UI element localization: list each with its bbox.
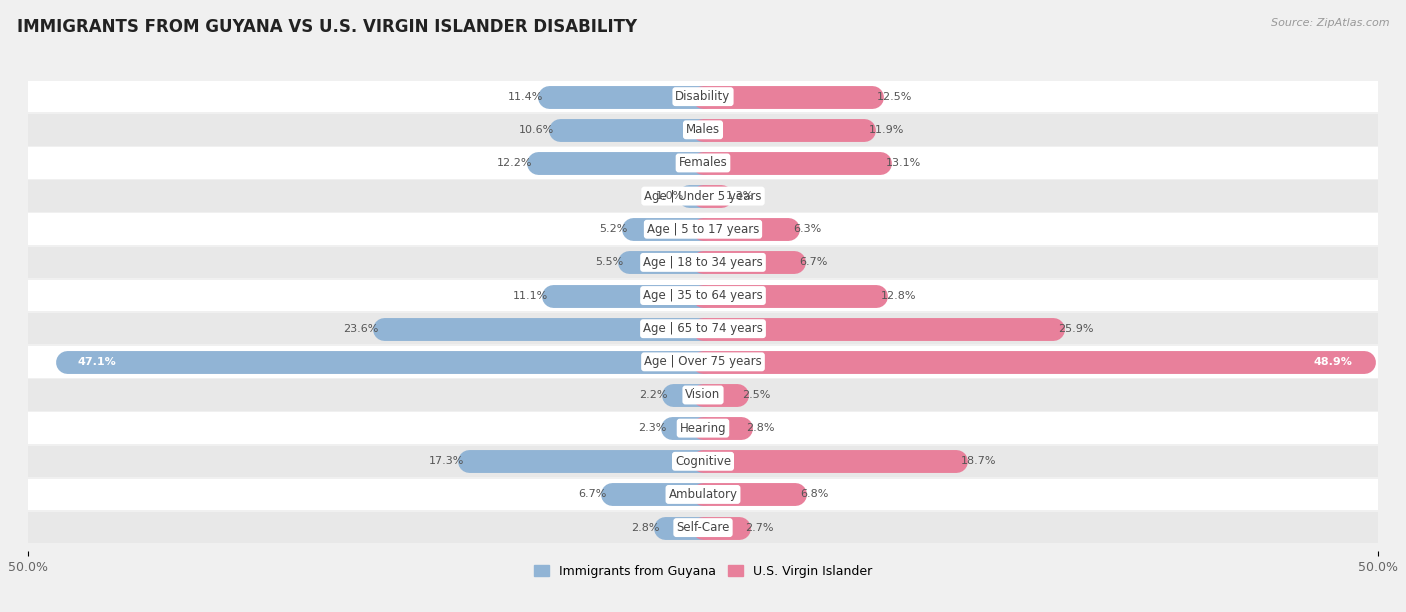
Bar <box>28 512 1378 543</box>
Text: 47.1%: 47.1% <box>77 357 117 367</box>
Legend: Immigrants from Guyana, U.S. Virgin Islander: Immigrants from Guyana, U.S. Virgin Isla… <box>529 560 877 583</box>
Bar <box>28 247 1378 278</box>
Bar <box>28 81 1378 113</box>
Text: 1.0%: 1.0% <box>655 191 685 201</box>
Text: 2.7%: 2.7% <box>745 523 773 532</box>
Text: 2.8%: 2.8% <box>631 523 659 532</box>
Bar <box>28 114 1378 146</box>
Bar <box>28 147 1378 179</box>
Bar <box>28 313 1378 345</box>
Text: 5.5%: 5.5% <box>595 258 623 267</box>
Text: 1.3%: 1.3% <box>725 191 754 201</box>
Text: 13.1%: 13.1% <box>886 158 921 168</box>
Text: 48.9%: 48.9% <box>1313 357 1353 367</box>
Text: 10.6%: 10.6% <box>519 125 554 135</box>
Text: 6.8%: 6.8% <box>800 490 828 499</box>
Text: 12.2%: 12.2% <box>498 158 533 168</box>
Text: Disability: Disability <box>675 90 731 103</box>
Text: Age | 65 to 74 years: Age | 65 to 74 years <box>643 322 763 335</box>
Bar <box>28 280 1378 312</box>
Bar <box>28 346 1378 378</box>
Text: 6.7%: 6.7% <box>799 258 827 267</box>
Text: Age | 5 to 17 years: Age | 5 to 17 years <box>647 223 759 236</box>
Text: 25.9%: 25.9% <box>1059 324 1094 334</box>
Text: 23.6%: 23.6% <box>343 324 378 334</box>
Text: Age | Under 5 years: Age | Under 5 years <box>644 190 762 203</box>
Text: Age | 35 to 64 years: Age | 35 to 64 years <box>643 289 763 302</box>
Text: 11.1%: 11.1% <box>512 291 548 300</box>
Text: Cognitive: Cognitive <box>675 455 731 468</box>
Text: Ambulatory: Ambulatory <box>668 488 738 501</box>
Text: Self-Care: Self-Care <box>676 521 730 534</box>
Text: 12.5%: 12.5% <box>877 92 912 102</box>
Bar <box>28 446 1378 477</box>
Bar <box>28 479 1378 510</box>
Text: 6.7%: 6.7% <box>579 490 607 499</box>
Text: 12.8%: 12.8% <box>882 291 917 300</box>
Text: 2.3%: 2.3% <box>638 423 666 433</box>
Text: 11.9%: 11.9% <box>869 125 904 135</box>
Text: Age | 18 to 34 years: Age | 18 to 34 years <box>643 256 763 269</box>
Text: 5.2%: 5.2% <box>599 224 627 234</box>
Text: 2.8%: 2.8% <box>747 423 775 433</box>
Bar <box>28 214 1378 245</box>
Text: 17.3%: 17.3% <box>429 457 464 466</box>
Text: 2.5%: 2.5% <box>742 390 770 400</box>
Text: Males: Males <box>686 123 720 136</box>
Text: Source: ZipAtlas.com: Source: ZipAtlas.com <box>1271 18 1389 28</box>
Text: Hearing: Hearing <box>679 422 727 435</box>
Text: Vision: Vision <box>685 389 721 401</box>
Bar <box>28 181 1378 212</box>
Text: Females: Females <box>679 157 727 170</box>
Text: IMMIGRANTS FROM GUYANA VS U.S. VIRGIN ISLANDER DISABILITY: IMMIGRANTS FROM GUYANA VS U.S. VIRGIN IS… <box>17 18 637 36</box>
Text: 2.2%: 2.2% <box>640 390 668 400</box>
Text: Age | Over 75 years: Age | Over 75 years <box>644 356 762 368</box>
Bar <box>28 379 1378 411</box>
Text: 18.7%: 18.7% <box>962 457 997 466</box>
Bar <box>28 412 1378 444</box>
Text: 11.4%: 11.4% <box>508 92 544 102</box>
Text: 6.3%: 6.3% <box>793 224 821 234</box>
